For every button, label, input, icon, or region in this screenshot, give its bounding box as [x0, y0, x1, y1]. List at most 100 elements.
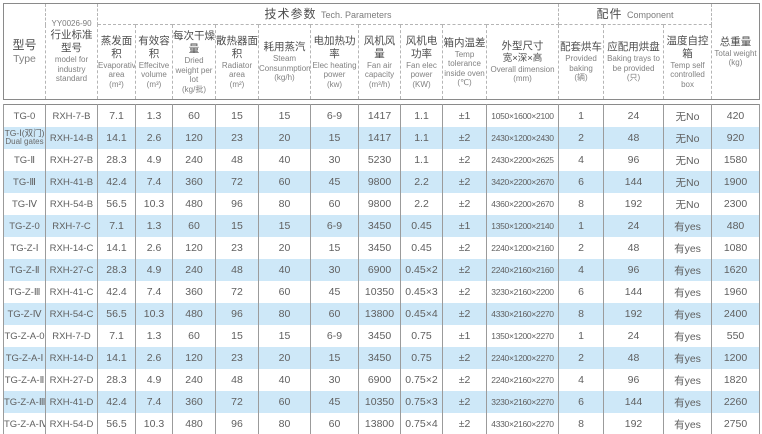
cell-fan-air: 6900	[358, 369, 401, 391]
header-standard-model: YY0026-90 行业标准型号 model for industry stan…	[45, 3, 98, 100]
cell-vol: 10.3	[135, 193, 173, 215]
cell-type: TG-Z-A-Ⅲ	[3, 391, 46, 413]
cell-dried: 120	[172, 127, 216, 149]
header-total-weight-en: Total weight	[714, 48, 757, 58]
cell-weight: 1820	[711, 369, 760, 391]
cell-evap: 14.1	[97, 347, 136, 369]
cell-dim: 1050×1600×2100	[486, 104, 559, 127]
cell-evap: 42.4	[97, 171, 136, 193]
cell-temp-box: 有yes	[663, 369, 712, 391]
cell-trays: 24	[603, 215, 664, 237]
spec-table: TG-0 RXH-7-B 7.1 1.3 60 15 15 6-9 1417 1.1 ±1 1050×…	[3, 104, 760, 434]
cell-temp-tol: ±2	[442, 127, 487, 149]
type-sublabel: Dual gates	[5, 137, 44, 147]
cell-steam: 60	[258, 391, 311, 413]
cell-fan-elec: 0.45×4	[400, 303, 443, 325]
header-evaporative-area: 蒸发面积 Evaporative area (m²)	[97, 24, 136, 100]
cell-type: TG-Z-A-Ⅰ	[3, 347, 46, 369]
cell-fan-elec: 0.75×2	[400, 369, 443, 391]
cell-dim: 3230×2160×2270	[486, 391, 559, 413]
spec-table-header: 型号 Type YY0026-90 行业标准型号 model for indus…	[3, 3, 761, 100]
cell-fan-elec: 0.45×3	[400, 281, 443, 303]
table-row: TG-Z-A-Ⅳ RXH-54-D 56.5 10.3 480 96 80 60 13800 0.…	[3, 413, 760, 434]
cell-std: RXH-27-D	[45, 369, 98, 391]
cell-dried: 480	[172, 193, 216, 215]
cell-carts: 6	[558, 171, 604, 193]
cell-dried: 240	[172, 149, 216, 171]
table-row: TG-Z-A-Ⅲ RXH-41-D 42.4 7.4 360 72 60 45 10350 0.7…	[3, 391, 760, 413]
cell-fan-elec: 1.1	[400, 104, 443, 127]
cell-type: TG-Ⅳ	[3, 193, 46, 215]
cell-steam: 15	[258, 215, 311, 237]
cell-vol: 2.6	[135, 237, 173, 259]
cell-temp-tol: ±2	[442, 281, 487, 303]
header-temp-tolerance: 箱内温差 Temp tolerance inside oven (℃)	[442, 24, 487, 100]
cell-dried: 240	[172, 369, 216, 391]
group-component-zh: 配件	[596, 7, 623, 21]
cell-steam: 80	[258, 413, 311, 434]
cell-radiator: 15	[215, 325, 259, 347]
cell-steam: 40	[258, 369, 311, 391]
column-header-row: 蒸发面积 Evaporative area (m²) 有效容积 Effecitv…	[4, 24, 760, 100]
header-total-weight: 总重量 Total weight (kg)	[711, 3, 761, 100]
header-steam-consumption: 耗用蒸汽 Steam Consunmption (kg/h)	[258, 24, 311, 100]
cell-std: RXH-14-B	[45, 127, 98, 149]
cell-temp-box: 有yes	[663, 413, 712, 434]
cell-fan-air: 9800	[358, 171, 401, 193]
cell-weight: 2400	[711, 303, 760, 325]
cell-heat: 15	[310, 237, 359, 259]
cell-steam: 40	[258, 259, 311, 281]
cell-evap: 7.1	[97, 104, 136, 127]
cell-dim: 2240×2160×2270	[486, 369, 559, 391]
cell-carts: 1	[558, 325, 604, 347]
cell-fan-air: 13800	[358, 413, 401, 434]
cell-type: TG-Z-0	[3, 215, 46, 237]
cell-dried: 120	[172, 347, 216, 369]
cell-temp-box: 有yes	[663, 347, 712, 369]
cell-heat: 15	[310, 127, 359, 149]
cell-evap: 28.3	[97, 369, 136, 391]
cell-temp-box: 有yes	[663, 325, 712, 347]
cell-weight: 420	[711, 104, 760, 127]
cell-type: TG-Z-A-Ⅳ	[3, 413, 46, 434]
cell-dried: 60	[172, 104, 216, 127]
cell-temp-box: 无No	[663, 127, 712, 149]
cell-vol: 4.9	[135, 259, 173, 281]
cell-temp-box: 无No	[663, 149, 712, 171]
header-fan-air-capacity: 风机风量 Fan air capacity (m³/h)	[358, 24, 401, 100]
cell-dried: 360	[172, 391, 216, 413]
table-row: TG-Z-0 RXH-7-C 7.1 1.3 60 15 15 6-9 3450 0.45 ±1 13…	[3, 215, 760, 237]
cell-dim: 2240×1200×2270	[486, 347, 559, 369]
cell-evap: 7.1	[97, 215, 136, 237]
cell-dim: 2430×1200×2430	[486, 127, 559, 149]
cell-trays: 24	[603, 104, 664, 127]
cell-evap: 42.4	[97, 391, 136, 413]
cell-carts: 8	[558, 303, 604, 325]
cell-vol: 2.6	[135, 347, 173, 369]
cell-temp-tol: ±2	[442, 171, 487, 193]
cell-temp-tol: ±2	[442, 149, 487, 171]
cell-heat: 15	[310, 347, 359, 369]
table-row: TG-Ⅳ RXH-54-B 56.5 10.3 480 96 80 60 9800 2.2 ±2 43…	[3, 193, 760, 215]
cell-dim: 2240×2160×2160	[486, 259, 559, 281]
cell-weight: 1960	[711, 281, 760, 303]
cell-fan-air: 9800	[358, 193, 401, 215]
header-overall-dimension: 外型尺寸 宽×深×高 Overall dimension (mm)	[485, 24, 560, 100]
cell-radiator: 72	[215, 391, 259, 413]
cell-dim: 4360×2200×2670	[486, 193, 559, 215]
header-type-zh: 型号	[12, 37, 37, 52]
cell-weight: 920	[711, 127, 760, 149]
cell-fan-elec: 1.1	[400, 149, 443, 171]
cell-vol: 1.3	[135, 325, 173, 347]
cell-weight: 2300	[711, 193, 760, 215]
cell-heat: 6-9	[310, 104, 359, 127]
cell-fan-elec: 1.1	[400, 127, 443, 149]
header-type-en: Type	[13, 52, 36, 65]
cell-trays: 192	[603, 193, 664, 215]
cell-temp-tol: ±2	[442, 347, 487, 369]
cell-evap: 56.5	[97, 413, 136, 434]
cell-heat: 45	[310, 281, 359, 303]
table-row: TG-Z-Ⅱ RXH-27-C 28.3 4.9 240 48 40 30 6900 0.45×2…	[3, 259, 760, 281]
cell-fan-air: 1417	[358, 127, 401, 149]
cell-trays: 48	[603, 237, 664, 259]
